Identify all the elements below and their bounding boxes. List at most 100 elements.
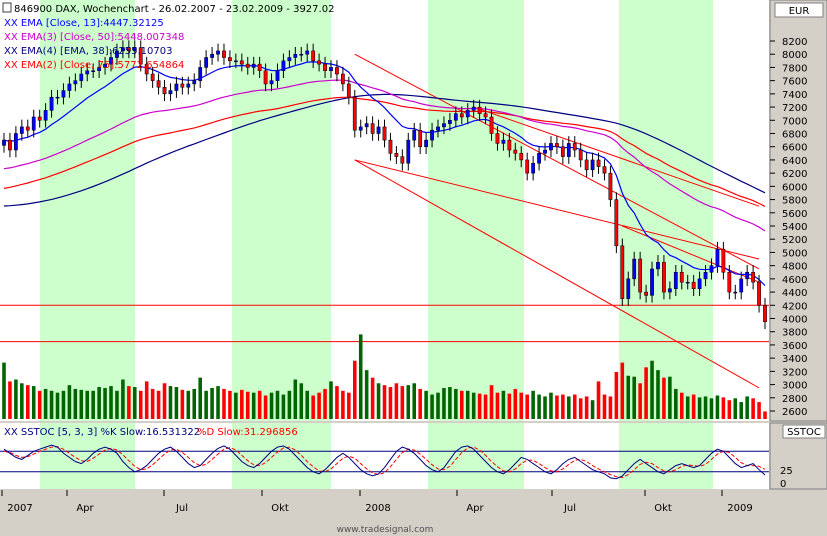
candle-body-7 <box>43 110 48 121</box>
volume-bar-47 <box>281 394 286 419</box>
volume-bar-19 <box>115 390 119 419</box>
candle-body-124 <box>739 278 744 293</box>
ema38-line <box>3 93 766 207</box>
stoch-tick-0: 0 <box>780 479 786 490</box>
volume-bar-62 <box>370 377 375 419</box>
volume-bar-70 <box>418 388 422 419</box>
volume-bar-59 <box>352 360 357 419</box>
time-axis-labels: 2007 Apr Jul Okt 2008 Apr Jul Okt 2009 <box>1 490 753 514</box>
volume-bar-5 <box>31 386 36 419</box>
candle-body-24 <box>144 63 149 75</box>
volume-bar-122 <box>727 400 732 419</box>
tick-label-6200: 6200 <box>782 169 807 180</box>
volume-bar-75 <box>448 387 452 419</box>
volume-bar-7 <box>43 388 48 419</box>
candle-body-62 <box>370 123 375 134</box>
candle-body-82 <box>489 116 494 134</box>
candle-body-90 <box>537 153 541 164</box>
candle-body-54 <box>323 63 327 71</box>
trend-lines <box>354 53 760 389</box>
band-3 <box>619 0 713 421</box>
ema75-line <box>3 96 766 208</box>
volume-bar-8 <box>49 390 54 419</box>
volume-bar-32 <box>192 388 197 419</box>
legend-ema75[interactable]: XX EMA(2) [Close, 75]:5772.654864 <box>4 60 184 71</box>
volume-bar-118 <box>703 396 708 419</box>
volume-bar-112 <box>668 376 672 419</box>
candle-body-55 <box>329 67 333 71</box>
legend-ema38[interactable]: XX EMA(4) [EMA, 38]:6255.10703 <box>4 46 173 57</box>
candle-body-72 <box>430 129 434 141</box>
candle-body-64 <box>382 126 387 141</box>
tick-label-7400: 7400 <box>782 90 807 101</box>
volume-bar-27 <box>162 383 167 419</box>
candle-body-83 <box>495 133 500 144</box>
legend-ema13[interactable]: XX EMA [Close, 13]:4447.32125 <box>4 18 164 29</box>
candle-body-127 <box>757 281 761 306</box>
candle-body-9 <box>55 96 60 99</box>
volume-bar-76 <box>454 388 458 419</box>
candle-body-46 <box>275 70 280 81</box>
candle-body-14 <box>85 70 90 75</box>
volume-bar-119 <box>709 398 714 419</box>
volume-bar-56 <box>335 386 339 419</box>
candle-body-34 <box>204 57 209 68</box>
volume-bar-4 <box>25 385 30 419</box>
candle-body-33 <box>198 67 203 81</box>
volume-bar-103 <box>614 372 619 419</box>
volume-bar-94 <box>561 394 565 419</box>
volume-bar-81 <box>483 394 488 419</box>
tick-label-3800: 3800 <box>782 328 807 339</box>
volume-bar-100 <box>596 381 601 419</box>
trend-line-upper-2 <box>473 106 760 207</box>
candle-body-93 <box>555 143 559 147</box>
candle-body-99 <box>590 159 595 171</box>
volume-bar-82 <box>489 385 494 419</box>
candle-body-114 <box>679 272 684 283</box>
candle-body-21 <box>126 47 131 52</box>
stoch-k-line <box>3 444 766 480</box>
volume-bar-65 <box>388 387 393 419</box>
legend-ema50[interactable]: XX EMA(3) [Close, 50]:5448.007348 <box>4 32 184 43</box>
volume-bar-106 <box>632 376 636 419</box>
volume-bar-37 <box>222 388 226 419</box>
volume-bar-95 <box>567 396 571 419</box>
x-label-0: 2007 <box>7 503 32 514</box>
candle-body-44 <box>263 70 268 85</box>
volume-bar-123 <box>733 398 738 419</box>
volume-bar-67 <box>400 386 405 419</box>
candle-body-74 <box>442 123 446 128</box>
volume-bar-58 <box>347 392 351 419</box>
trend-line-lower <box>354 159 760 389</box>
candle-body-50 <box>299 53 304 56</box>
volume-bar-85 <box>507 393 512 419</box>
volume-bar-33 <box>198 377 202 419</box>
volume-bar-126 <box>751 398 755 419</box>
candle-body-78 <box>465 110 470 118</box>
stoch-k-label[interactable]: XX SSTOC [5, 3, 3] %K Slow:16.531322 <box>4 427 200 438</box>
stoch-d-label[interactable]: %D Slow:31.296856 <box>197 427 298 438</box>
tick-label-7200: 7200 <box>782 103 807 114</box>
candle-body-41 <box>245 63 250 68</box>
candle-body-107 <box>638 258 643 293</box>
candle-body-61 <box>364 123 369 128</box>
candle-body-23 <box>138 47 143 65</box>
tick-label-7800: 7800 <box>782 63 807 74</box>
candle-body-77 <box>459 113 464 118</box>
candle-body-18 <box>109 57 113 65</box>
stochastic-lines <box>0 444 769 480</box>
tick-label-7000: 7000 <box>782 116 807 127</box>
candle-body-35 <box>210 53 214 58</box>
volume-bar-43 <box>257 390 262 419</box>
candle-body-4 <box>25 126 30 131</box>
volume-bar-96 <box>572 394 577 419</box>
tick-label-5000: 5000 <box>782 248 807 259</box>
candle-body-128 <box>763 305 767 323</box>
candle-body-71 <box>424 139 429 147</box>
stoch-band-2 <box>428 423 524 489</box>
title-icon <box>2 2 12 13</box>
volume-bar-88 <box>525 394 529 419</box>
tick-label-5400: 5400 <box>782 222 807 233</box>
volume-bar-111 <box>662 377 666 419</box>
